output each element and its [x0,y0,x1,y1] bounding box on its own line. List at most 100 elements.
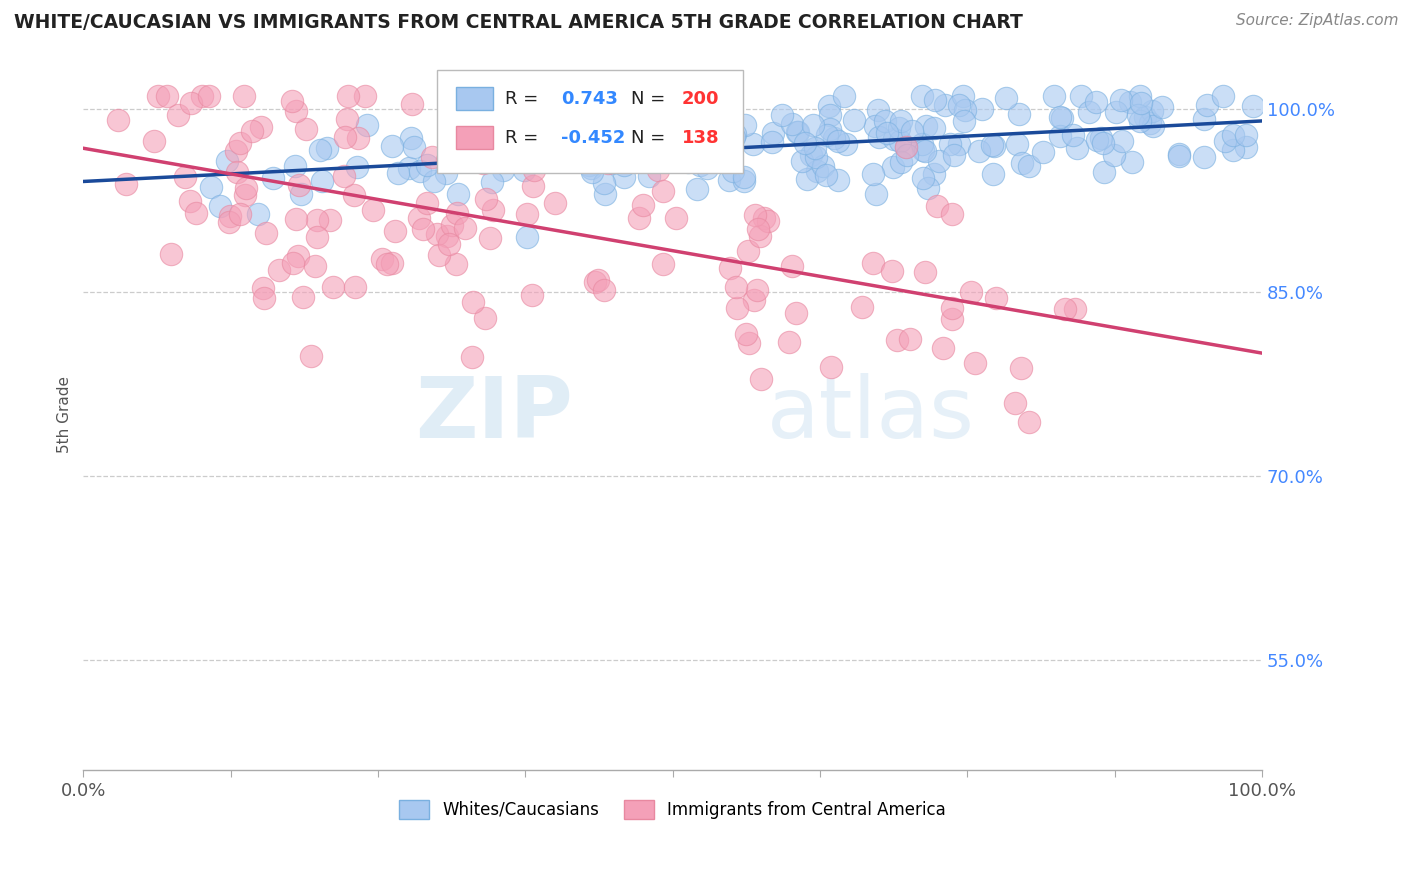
Point [717,125,740,139]
Point [925,199,948,213]
Point [761,136,783,150]
Point [734,118,756,132]
Point [439,154,461,169]
Text: ZIP: ZIP [415,373,572,457]
Point [551,89,574,103]
Point [148,89,170,103]
Point [583,133,606,147]
Point [794,136,817,150]
Point [235,181,257,195]
Point [613,169,636,184]
Point [720,260,742,275]
Point [254,227,277,241]
Point [228,207,250,221]
Point [641,94,664,108]
Point [346,160,368,174]
Point [436,228,458,243]
Point [733,169,755,184]
Point [725,301,748,315]
Point [142,134,165,148]
Point [1011,156,1033,170]
Point [724,127,747,141]
Point [984,292,1007,306]
Point [778,334,800,349]
Point [696,161,718,175]
Point [613,158,636,172]
Point [1004,396,1026,410]
Point [437,236,460,251]
Point [375,257,398,271]
Point [578,121,600,136]
Point [287,249,309,263]
Point [725,280,748,294]
Point [1043,89,1066,103]
Point [939,137,962,152]
Text: atlas: atlas [766,373,974,457]
Text: N =: N = [631,90,665,108]
Point [1010,361,1032,376]
Text: -0.452: -0.452 [561,128,626,147]
Point [815,128,838,142]
Point [568,149,591,163]
Point [160,247,183,261]
Point [354,89,377,103]
Point [894,140,917,154]
Point [696,130,718,145]
Point [697,134,720,148]
Point [200,180,222,194]
Point [912,171,935,186]
Point [267,262,290,277]
Point [745,283,768,297]
Point [814,168,837,182]
Point [823,131,845,145]
Point [1094,165,1116,179]
Point [628,109,651,123]
Point [911,89,934,103]
Point [582,123,605,137]
Point [692,130,714,145]
Point [299,349,322,363]
Point [737,335,759,350]
Point [333,169,356,184]
Point [461,295,484,310]
Point [412,222,434,236]
Point [191,89,214,103]
Point [309,143,332,157]
Point [179,194,201,208]
Point [492,162,515,177]
Point [235,187,257,202]
Point [496,128,519,142]
Point [319,212,342,227]
Point [475,192,498,206]
Point [652,257,675,271]
Point [454,221,477,235]
Point [747,222,769,236]
Point [785,305,807,319]
Point [952,89,974,103]
Point [593,177,616,191]
Point [1241,99,1264,113]
Point [1077,105,1099,120]
Point [1049,128,1071,143]
Point [835,137,858,152]
Text: 0.743: 0.743 [561,90,617,108]
Point [288,178,311,192]
Point [754,211,776,225]
Point [516,207,538,221]
Point [1032,145,1054,159]
Point [613,144,636,158]
Point [520,288,543,302]
Point [960,285,983,300]
Point [285,103,308,118]
Point [523,163,546,178]
Point [284,159,307,173]
Point [1168,147,1191,161]
Point [742,293,765,308]
Point [941,301,963,315]
Point [247,207,270,221]
Point [1087,133,1109,147]
Point [371,252,394,266]
Point [218,209,240,223]
Point [446,186,468,201]
Point [232,89,254,103]
